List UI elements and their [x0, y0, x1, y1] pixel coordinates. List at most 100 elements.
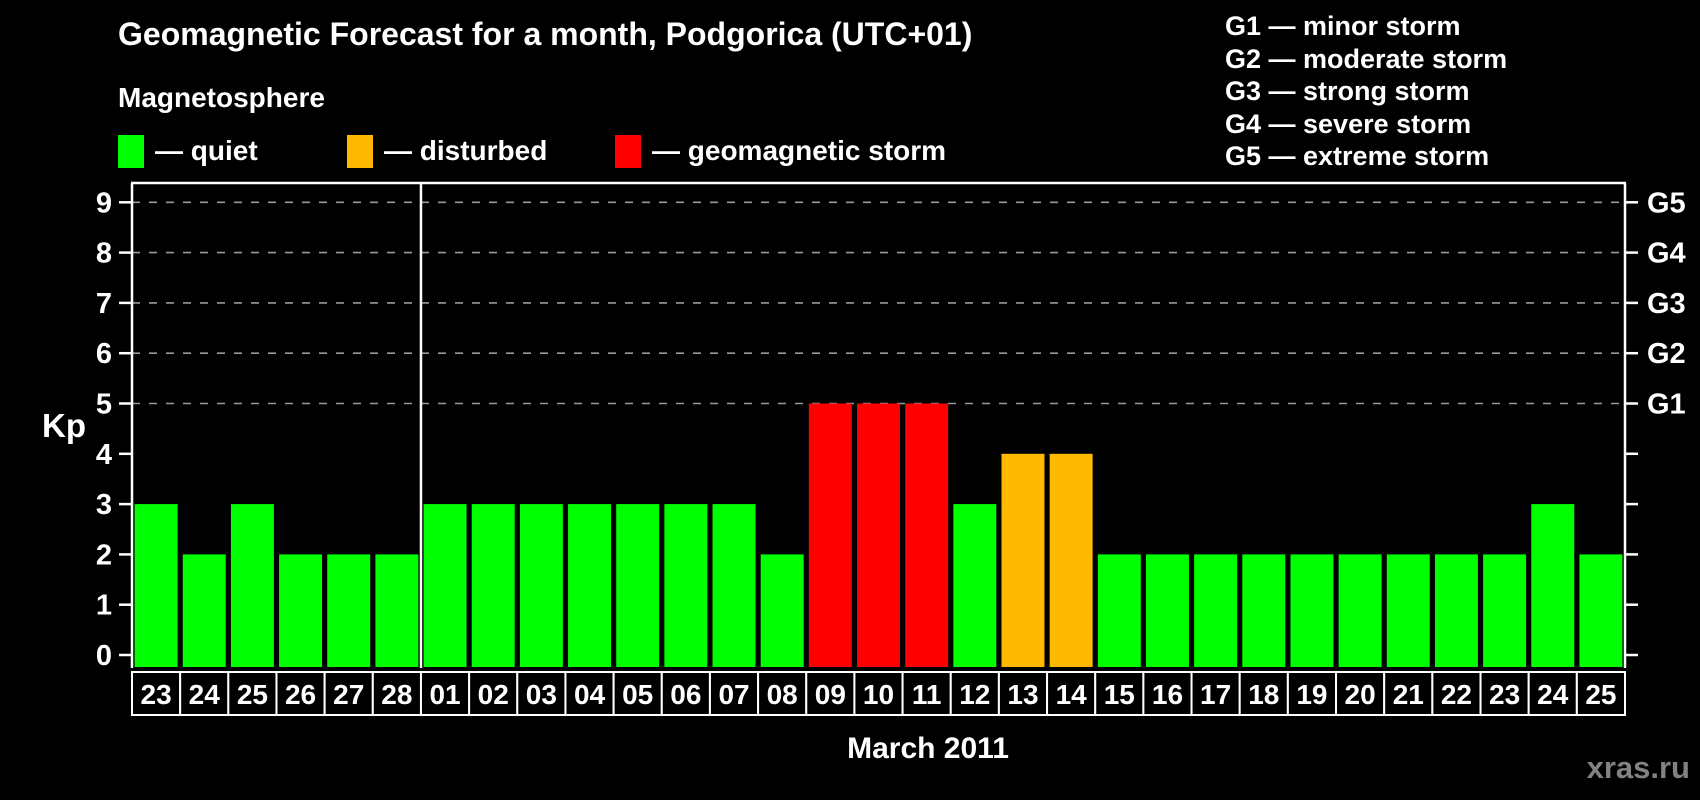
day-label-12-idx17: 12 — [959, 679, 990, 710]
y-tick-label-9: 9 — [96, 187, 112, 219]
kp-bar-day-01-idx6 — [423, 504, 467, 667]
day-label-23-idx0: 23 — [141, 679, 172, 710]
kp-bar-day-08-idx13 — [760, 554, 804, 667]
right-axis-label-G4: G4 — [1647, 238, 1686, 270]
day-box-07-idx12 — [708, 671, 760, 716]
legend-item-storm: — geomagnetic storm — [615, 134, 946, 168]
day-label-01-idx6: 01 — [429, 679, 460, 710]
kp-bar-day-11-idx16 — [905, 403, 949, 667]
day-label-21-idx26: 21 — [1393, 679, 1424, 710]
day-label-07-idx12: 07 — [718, 679, 749, 710]
day-box-24-idx29 — [1527, 671, 1578, 716]
y-tick-label-0: 0 — [96, 640, 112, 672]
watermark: xras.ru — [1586, 750, 1690, 785]
kp-bar-day-26-idx3 — [279, 554, 323, 667]
kp-bar-day-23-idx28 — [1483, 554, 1527, 667]
day-label-09-idx14: 09 — [815, 679, 846, 710]
kp-bar-day-04-idx9 — [568, 504, 612, 667]
day-label-24-idx29: 24 — [1537, 679, 1569, 710]
day-box-26-idx3 — [275, 671, 326, 716]
kp-bar-day-06-idx11 — [664, 504, 708, 667]
day-label-24-idx1: 24 — [189, 679, 221, 710]
kp-bar-day-20-idx25 — [1338, 554, 1382, 667]
y-tick-label-5: 5 — [96, 389, 112, 421]
right-axis-label-G1: G1 — [1647, 389, 1686, 421]
right-axis-label-G2: G2 — [1647, 338, 1686, 370]
day-box-23-idx28 — [1479, 671, 1530, 716]
storm-scale-legend: G1 — minor storm G2 — moderate storm G3 … — [1225, 10, 1507, 173]
day-box-05-idx10 — [612, 671, 663, 716]
day-box-27-idx4 — [323, 671, 374, 716]
day-label-23-idx28: 23 — [1489, 679, 1520, 710]
day-label-11-idx16: 11 — [912, 679, 942, 710]
storm-color-swatch — [615, 134, 641, 168]
y-tick-label-1: 1 — [96, 590, 112, 622]
kp-bar-day-12-idx17 — [953, 504, 997, 667]
day-box-17-idx22 — [1190, 671, 1241, 716]
day-label-27-idx4: 27 — [333, 679, 364, 710]
day-box-08-idx13 — [757, 671, 808, 716]
disturbed-legend-label: — disturbed — [384, 135, 548, 166]
y-tick-label-8: 8 — [96, 238, 112, 270]
kp-bar-day-02-idx7 — [471, 504, 515, 667]
kp-bar-day-25-idx2 — [230, 504, 274, 667]
y-tick-label-6: 6 — [96, 338, 112, 370]
day-box-10-idx15 — [853, 671, 904, 716]
x-axis-month-label: March 2011 — [847, 732, 1009, 765]
kp-bar-day-03-idx8 — [519, 504, 563, 667]
day-label-13-idx18: 13 — [1007, 679, 1038, 710]
day-label-14-idx19: 14 — [1056, 679, 1088, 710]
kp-bar-day-24-idx29 — [1531, 504, 1575, 667]
day-box-25-idx30 — [1575, 671, 1627, 716]
kp-bar-day-24-idx1 — [182, 554, 226, 667]
y-tick-label-3: 3 — [96, 489, 112, 521]
storm-legend-label: — geomagnetic storm — [652, 135, 947, 166]
kp-bar-day-13-idx18 — [1001, 453, 1045, 667]
kp-bar-day-10-idx15 — [857, 403, 900, 667]
kp-bar-day-22-idx27 — [1434, 554, 1478, 667]
kp-bar-day-07-idx12 — [712, 504, 756, 667]
legend-item-disturbed: — disturbed — [347, 134, 547, 168]
day-label-18-idx23: 18 — [1248, 679, 1279, 710]
kp-bar-day-18-idx23 — [1242, 554, 1286, 667]
kp-bar-day-14-idx19 — [1049, 453, 1093, 667]
day-box-04-idx9 — [564, 671, 615, 716]
y-tick-label-2: 2 — [96, 539, 112, 571]
day-label-16-idx21: 16 — [1152, 679, 1183, 710]
day-label-05-idx10: 05 — [622, 679, 653, 710]
kp-bar-day-23-idx0 — [134, 504, 178, 667]
quiet-legend-label: — quiet — [155, 135, 258, 166]
kp-bar-day-21-idx26 — [1386, 554, 1430, 667]
y-tick-label-7: 7 — [96, 288, 112, 320]
kp-bar-day-17-idx22 — [1194, 554, 1238, 667]
right-axis-label-G5: G5 — [1647, 187, 1686, 219]
day-box-09-idx14 — [805, 671, 856, 716]
day-box-19-idx24 — [1286, 671, 1338, 716]
magnetosphere-legend-title: Magnetosphere — [118, 82, 325, 113]
day-label-22-idx27: 22 — [1441, 679, 1472, 710]
chart-title: Geomagnetic Forecast for a month, Podgor… — [118, 16, 973, 52]
day-label-20-idx25: 20 — [1345, 679, 1376, 710]
kp-bar-day-28-idx5 — [375, 554, 419, 667]
day-label-08-idx13: 08 — [767, 679, 798, 710]
day-label-04-idx9: 04 — [574, 679, 606, 710]
kp-bar-day-27-idx4 — [327, 554, 371, 667]
g4-legend-line: G4 — severe storm — [1225, 108, 1472, 139]
day-box-22-idx27 — [1431, 671, 1482, 716]
day-label-02-idx7: 02 — [478, 679, 509, 710]
kp-bar-day-25-idx30 — [1579, 554, 1623, 667]
day-label-28-idx5: 28 — [381, 679, 412, 710]
g5-legend-line: G5 — extreme storm — [1225, 141, 1490, 171]
day-label-17-idx22: 17 — [1200, 679, 1231, 710]
day-box-21-idx26 — [1383, 671, 1434, 716]
g2-legend-line: G2 — moderate storm — [1225, 43, 1508, 74]
day-box-01-idx6 — [419, 671, 471, 716]
day-box-16-idx21 — [1142, 671, 1193, 716]
day-label-25-idx2: 25 — [237, 679, 268, 710]
y-axis-label: Kp — [42, 407, 86, 444]
g3-legend-line: G3 — strong storm — [1225, 76, 1470, 106]
kp-bar-day-15-idx20 — [1097, 554, 1141, 667]
day-label-10-idx15: 10 — [863, 679, 894, 710]
